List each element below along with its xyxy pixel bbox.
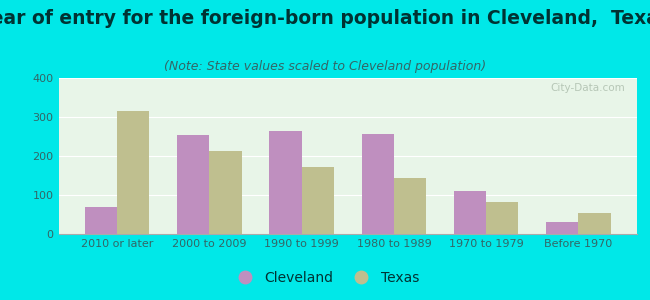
Bar xyxy=(302,167,334,234)
Bar xyxy=(394,178,426,234)
Text: City-Data.com: City-Data.com xyxy=(551,83,625,93)
Bar xyxy=(578,212,611,234)
Bar xyxy=(84,208,117,234)
Bar xyxy=(209,151,242,234)
Text: Year of entry for the foreign-born population in Cleveland,  Texas: Year of entry for the foreign-born popul… xyxy=(0,9,650,28)
Legend: Cleveland, Texas: Cleveland, Texas xyxy=(226,265,424,290)
Bar xyxy=(117,111,150,234)
Bar xyxy=(486,202,519,234)
Bar xyxy=(454,191,486,234)
Bar xyxy=(177,134,209,234)
Text: (Note: State values scaled to Cleveland population): (Note: State values scaled to Cleveland … xyxy=(164,60,486,73)
Bar xyxy=(361,134,394,234)
Bar xyxy=(269,130,302,234)
Bar xyxy=(546,221,578,234)
